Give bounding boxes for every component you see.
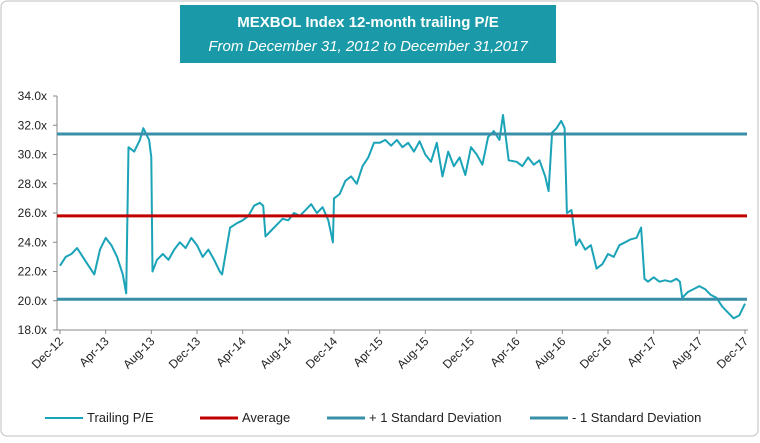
title-box	[180, 5, 556, 63]
legend-label: + 1 Standard Deviation	[369, 410, 502, 425]
legend-label: - 1 Standard Deviation	[572, 410, 701, 425]
y-tick-label: 26.0x	[18, 206, 47, 220]
y-tick-label: 34.0x	[18, 89, 47, 103]
y-tick-label: 18.0x	[18, 323, 47, 337]
y-tick-label: 20.0x	[18, 294, 47, 308]
y-tick-label: 24.0x	[18, 235, 47, 249]
y-tick-label: 32.0x	[18, 118, 47, 132]
y-tick-label: 22.0x	[18, 265, 47, 279]
legend-label: Average	[242, 410, 290, 425]
legend-label: Trailing P/E	[87, 410, 154, 425]
data-line	[59, 114, 746, 320]
y-tick-label: 30.0x	[18, 148, 47, 162]
chart-title: MEXBOL Index 12-month trailing P/E	[237, 14, 498, 31]
chart-subtitle: From December 31, 2012 to December 31,20…	[208, 38, 528, 55]
y-tick-label: 28.0x	[18, 177, 47, 191]
